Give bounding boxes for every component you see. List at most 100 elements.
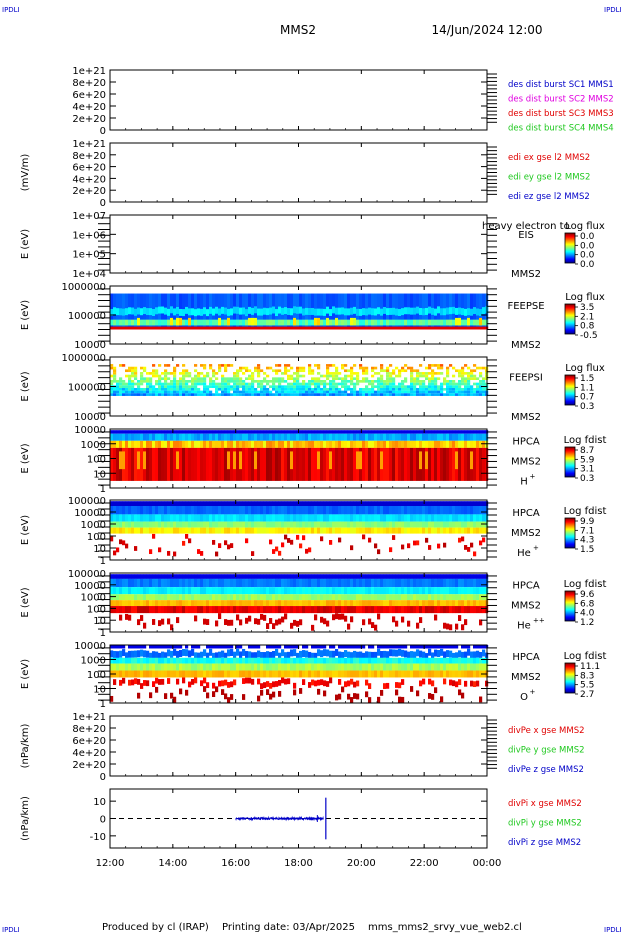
spectrogram-cell (479, 506, 482, 514)
spectrogram-cell (173, 506, 176, 514)
spectrogram-cell (242, 600, 245, 606)
spectrogram-cell (347, 501, 350, 506)
spectrogram-cell (326, 671, 329, 678)
spectrogram-cell (254, 645, 257, 648)
spectrogram-cell (380, 393, 383, 396)
spectrogram-cell (314, 393, 317, 396)
spectrogram-cell (218, 528, 221, 534)
spectrogram-cell (395, 434, 398, 441)
spectrogram-cell (389, 377, 392, 380)
spectrogram-cell (149, 441, 152, 448)
spectrogram-cell (389, 528, 392, 534)
spectrogram-cell (209, 587, 212, 594)
spectrogram-cell (206, 393, 209, 396)
spectrogram-cell (482, 506, 485, 514)
spectrogram-cell (341, 501, 344, 506)
spectrogram-cell (335, 501, 338, 506)
spectrogram-cell (221, 377, 224, 380)
spectrogram-cell (221, 448, 224, 481)
spectrogram-cell (245, 594, 248, 600)
spectrogram-cell (152, 514, 155, 521)
spectrogram-cell (380, 385, 383, 388)
spectrogram-cell (440, 320, 443, 326)
spectrogram-cell (200, 383, 203, 386)
spectrogram-cell (335, 383, 338, 386)
spectrogram-cell (215, 579, 218, 587)
spectrogram-cell (365, 528, 368, 534)
spectrogram-cell (404, 664, 407, 671)
spectrogram-cell (329, 320, 332, 326)
spectrogram-cell (410, 388, 413, 391)
spectrogram-cell (152, 393, 155, 396)
spectrogram-cell (266, 594, 269, 600)
spectrogram-cell (326, 393, 329, 396)
spectrogram-cell (461, 393, 464, 396)
spectrogram-cell (263, 506, 266, 514)
spectrogram-cell (215, 430, 218, 434)
spectrogram-cell (434, 448, 437, 481)
spectrogram-cell (458, 318, 461, 326)
spectrogram-cell (281, 391, 284, 394)
spectrogram-cell (410, 658, 413, 664)
spectrogram-cell (239, 579, 242, 587)
spectrogram-cell (197, 606, 200, 613)
spectrogram-cell (410, 367, 413, 370)
spectrogram-cell (164, 391, 167, 394)
spectrogram-cell (347, 600, 350, 606)
spectrogram-cell (329, 514, 332, 521)
spectrogram-cell (353, 693, 356, 699)
spectrogram-cell (293, 306, 296, 313)
spectrogram-cell (212, 574, 215, 579)
spectrogram-cell (347, 624, 350, 630)
spectrogram-cell (227, 451, 230, 469)
spectrogram-cell (308, 383, 311, 386)
spectrogram-cell (467, 606, 470, 613)
spectrogram-cell (140, 434, 143, 441)
spectrogram-cell (278, 385, 281, 388)
spectrogram-cell (131, 594, 134, 600)
spectrogram-cell (125, 600, 128, 606)
spectrogram-cell (284, 448, 287, 481)
spectrogram-cell (218, 594, 221, 600)
spectrogram-cell (209, 448, 212, 481)
spectrogram-cell (287, 574, 290, 579)
spectrogram-cell (434, 587, 437, 594)
spectrogram-cell (461, 380, 464, 383)
spectrogram-cell (323, 594, 326, 600)
spectrogram-cell (473, 501, 476, 506)
spectrogram-cell (203, 506, 206, 514)
colorbar (565, 304, 575, 334)
spectrogram-cell (419, 600, 422, 606)
spectrogram-cell (479, 430, 482, 434)
spectrogram-cell (362, 671, 365, 678)
spectrogram-cell (293, 600, 296, 606)
spectrogram-cell (260, 383, 263, 386)
instrument-spacecraft: MMS2 (511, 528, 541, 539)
spectrogram-cell (365, 671, 368, 678)
spectrogram-cell (329, 327, 332, 330)
spectrogram-cell (473, 587, 476, 594)
spectrogram-cell (290, 308, 293, 315)
spectrogram-cell (257, 434, 260, 441)
spectrogram-cell (362, 377, 365, 380)
spectrogram-cell (362, 380, 365, 383)
spectrogram-cell (152, 391, 155, 394)
spectrogram-cell (410, 579, 413, 587)
spectrogram-cell (380, 587, 383, 594)
spectrogram-cell (134, 434, 137, 441)
spectrogram-cell (284, 658, 287, 664)
spectrogram-cell (257, 364, 260, 367)
spectrogram-cell (404, 600, 407, 606)
spectrogram-cell (437, 514, 440, 521)
spectrogram-cell (437, 522, 440, 528)
spectrogram-cell (227, 441, 230, 448)
spectrogram-cell (401, 658, 404, 664)
spectrogram-cell (404, 501, 407, 506)
spectrogram-cell (449, 448, 452, 481)
spectrogram-cell (332, 383, 335, 386)
spectrogram-cell (413, 600, 416, 606)
spectrogram-cell (137, 514, 140, 521)
spectrogram-cell (446, 391, 449, 394)
spectrogram-cell (137, 451, 140, 469)
spectrogram-cell (239, 430, 242, 434)
